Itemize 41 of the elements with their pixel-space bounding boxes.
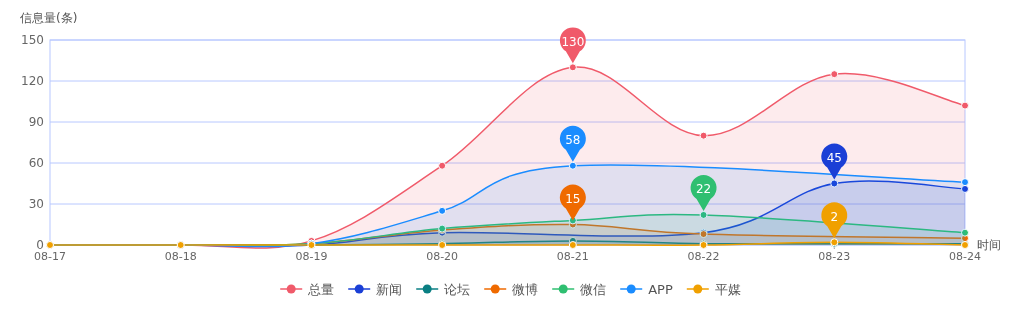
data-label: 130 bbox=[561, 34, 585, 49]
point bbox=[699, 210, 708, 219]
x-tick-label: 08-21 bbox=[556, 250, 589, 263]
data-label: 2 bbox=[830, 209, 839, 224]
point bbox=[961, 228, 969, 237]
x-tick-label: 08-19 bbox=[295, 250, 328, 263]
x-tick-label: 08-17 bbox=[34, 250, 66, 263]
data-label: 22 bbox=[695, 182, 712, 197]
y-tick-label: 150 bbox=[21, 33, 44, 47]
x-tick-label: 08-20 bbox=[426, 250, 459, 263]
data-label: 45 bbox=[826, 151, 842, 165]
legend-label: 总量 bbox=[307, 282, 335, 297]
x-tick-label: 08-24 bbox=[949, 250, 981, 263]
x-tick-label: 08-18 bbox=[164, 250, 197, 263]
point bbox=[568, 63, 577, 72]
legend-label: APP bbox=[648, 282, 673, 297]
y-tick-label: 90 bbox=[28, 115, 44, 129]
y-tick-label: 60 bbox=[28, 156, 44, 170]
y-tick-label: 30 bbox=[28, 197, 44, 211]
legend-label: 微信 bbox=[580, 282, 607, 297]
legend-label: 平媒 bbox=[714, 282, 741, 297]
x-tick-label: 08-23 bbox=[818, 250, 851, 263]
legend-label: 论坛 bbox=[444, 282, 471, 297]
y-axis-title: 信息量(条) bbox=[20, 11, 78, 25]
point bbox=[961, 178, 969, 187]
point bbox=[438, 161, 447, 170]
point bbox=[830, 70, 839, 79]
point bbox=[961, 101, 969, 110]
point bbox=[438, 206, 447, 215]
point bbox=[568, 161, 577, 170]
point bbox=[830, 179, 839, 188]
x-tick-label: 08-22 bbox=[687, 250, 720, 263]
point bbox=[568, 241, 577, 249]
legend-label: 微博 bbox=[512, 282, 539, 297]
data-label: 58 bbox=[565, 133, 581, 148]
data-label: 15 bbox=[565, 192, 581, 206]
x-axis-title: 时间 bbox=[977, 238, 1001, 252]
legend-label: 新闻 bbox=[376, 282, 403, 297]
y-tick-label: 0 bbox=[36, 238, 44, 252]
y-tick-label: 120 bbox=[21, 74, 44, 88]
point bbox=[699, 131, 708, 140]
